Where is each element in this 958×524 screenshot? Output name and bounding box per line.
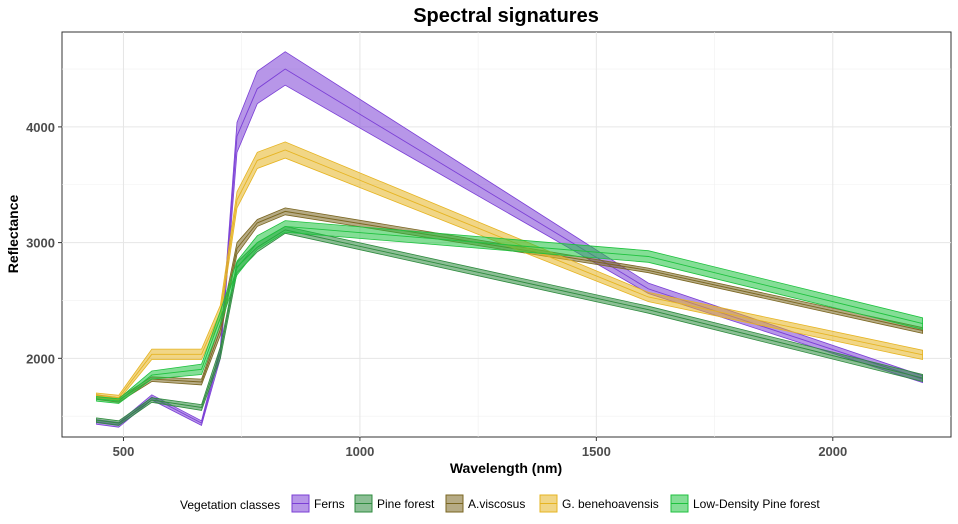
legend-label-3: G. benehoavensis [562, 497, 659, 511]
series-band-4 [96, 220, 923, 404]
x-tick-label: 2000 [818, 444, 847, 459]
series-mean-line-4 [96, 225, 923, 402]
series-band-3 [96, 141, 923, 401]
legend: Vegetation classes Ferns Pine forest A.vis… [180, 494, 820, 513]
series-mean-line-1 [96, 229, 923, 424]
legend-label-1: Pine forest [377, 497, 435, 511]
legend-label-4: Low-Density Pine forest [693, 497, 820, 511]
series-band-0 [96, 51, 923, 428]
series-bands [96, 51, 923, 428]
legend-label-0: Ferns [314, 497, 345, 511]
legend-label-2: A.viscosus [468, 497, 525, 511]
x-tick-label: 1000 [345, 444, 374, 459]
x-tick-label: 1500 [582, 444, 611, 459]
legend-title: Vegetation classes [180, 498, 280, 512]
chart-title: Spectral signatures [413, 5, 599, 27]
series-mean-line-3 [96, 149, 923, 399]
y-tick-label: 3000 [26, 236, 55, 251]
x-axis-title: Wavelength (nm) [450, 460, 562, 476]
x-tick-label: 500 [113, 444, 135, 459]
axes: 500 1000 1500 2000 2000 3000 4000 [26, 120, 847, 459]
y-tick-label: 2000 [26, 351, 55, 366]
y-axis-title: Reflectance [5, 194, 21, 273]
series-band-1 [96, 225, 923, 426]
y-tick-label: 4000 [26, 120, 55, 135]
